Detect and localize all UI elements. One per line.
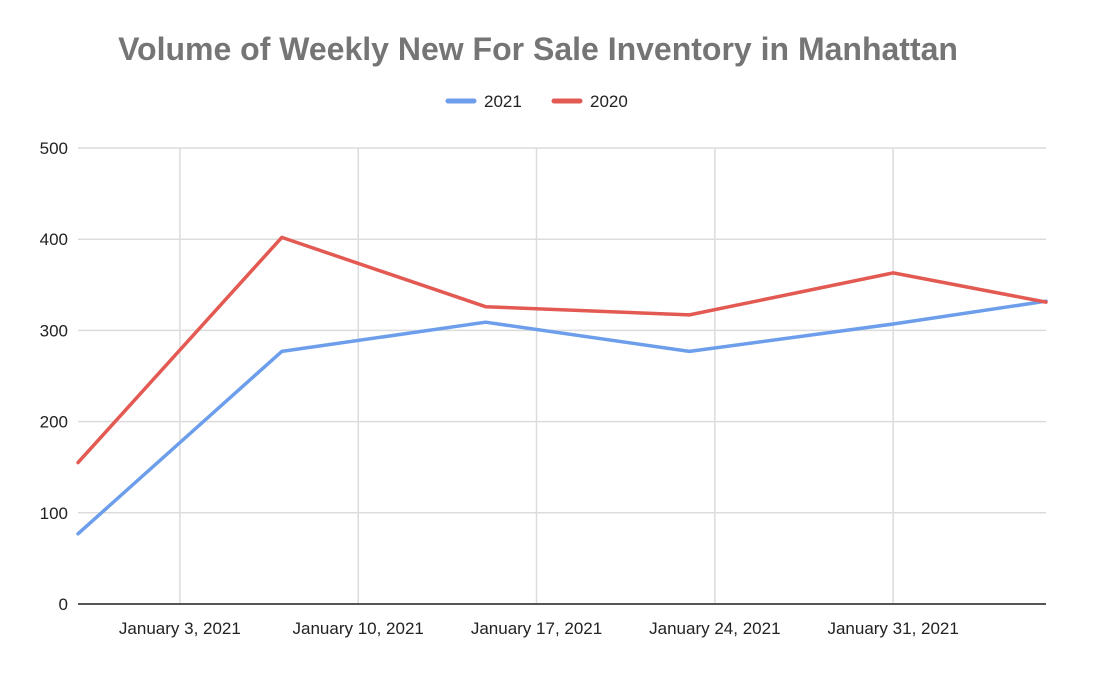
chart-title: Volume of Weekly New For Sale Inventory … xyxy=(118,31,958,67)
series-2020 xyxy=(76,235,1048,465)
y-tick-label: 200 xyxy=(40,413,68,432)
y-tick-label: 400 xyxy=(40,230,68,249)
legend-item-2020: 2020 xyxy=(551,92,628,111)
x-tick-label: January 17, 2021 xyxy=(471,619,602,638)
y-tick-label: 100 xyxy=(40,504,68,523)
x-tick-label: January 10, 2021 xyxy=(293,619,424,638)
x-tick-label: January 24, 2021 xyxy=(649,619,780,638)
legend-label: 2020 xyxy=(590,92,628,111)
legend-label: 2021 xyxy=(484,92,522,111)
legend-item-2021: 2021 xyxy=(445,92,522,111)
x-axis-ticks: January 3, 2021 January 10, 2021 January 1… xyxy=(119,619,959,638)
chart-legend: 2021 2020 xyxy=(445,92,628,111)
y-axis-ticks: 0 100 200 300 400 500 xyxy=(40,139,68,614)
x-tick-label: January 31, 2021 xyxy=(827,619,958,638)
y-tick-label: 300 xyxy=(40,321,68,340)
y-tick-label: 500 xyxy=(40,139,68,158)
series-2021 xyxy=(76,299,1048,536)
series-lines xyxy=(76,235,1048,536)
x-tick-label: January 3, 2021 xyxy=(119,619,241,638)
grid-lines xyxy=(78,147,1046,604)
y-tick-label: 0 xyxy=(59,595,68,614)
series-line-2021 xyxy=(76,299,1048,536)
series-line-2020 xyxy=(76,235,1048,465)
